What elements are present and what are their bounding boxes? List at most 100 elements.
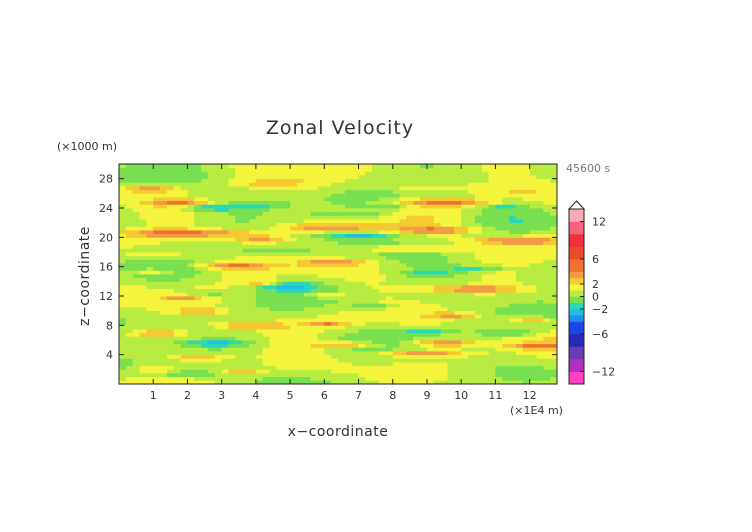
heatmap-cell (338, 164, 346, 169)
heatmap-cell (242, 208, 250, 213)
heatmap-cell (502, 182, 510, 187)
heatmap-cell (536, 274, 544, 279)
heatmap-cell (180, 292, 188, 297)
heatmap-cell (324, 285, 332, 290)
heatmap-cell (324, 211, 332, 216)
heatmap-cell (461, 380, 469, 385)
heatmap-cell (119, 358, 127, 363)
heatmap-cell (495, 263, 503, 268)
heatmap-cell (139, 237, 147, 242)
y-tick-label: 4 (106, 349, 113, 362)
heatmap-cell (187, 351, 195, 356)
heatmap-cell (522, 244, 531, 249)
heatmap-cell (228, 263, 236, 268)
heatmap-cell (153, 310, 161, 315)
heatmap-cell (474, 285, 483, 290)
heatmap-cell (221, 292, 229, 297)
heatmap-cell (372, 321, 380, 326)
heatmap-cell (461, 310, 469, 315)
heatmap-cell (221, 200, 229, 205)
heatmap-cell (502, 178, 510, 183)
heatmap-cell (385, 354, 394, 359)
heatmap-cell (290, 321, 298, 326)
heatmap-cell (290, 237, 298, 242)
heatmap-cell (426, 299, 435, 304)
heatmap-cell (194, 369, 202, 374)
heatmap-cell (406, 252, 414, 257)
heatmap-cell (426, 248, 435, 253)
heatmap-cell (502, 208, 510, 213)
heatmap-cell (125, 340, 134, 345)
heatmap-cell (502, 171, 510, 176)
heatmap-cell (379, 274, 387, 279)
heatmap-cell (132, 321, 140, 326)
heatmap-cell (365, 373, 373, 378)
heatmap-cell (283, 222, 291, 227)
heatmap-cell (262, 226, 270, 231)
heatmap-cell (543, 314, 551, 319)
heatmap-cell (536, 193, 544, 198)
heatmap-cell (488, 307, 496, 312)
heatmap-cell (550, 362, 558, 367)
heatmap-cell (536, 189, 544, 194)
heatmap-cell (324, 226, 332, 231)
heatmap-cell (166, 186, 175, 191)
heatmap-cell (502, 307, 510, 312)
heatmap-cell (358, 274, 366, 279)
heatmap-cell (392, 186, 400, 191)
heatmap-cell (166, 215, 175, 220)
heatmap-cell (385, 222, 394, 227)
heatmap-cell (166, 292, 175, 297)
heatmap-cell (338, 193, 346, 198)
heatmap-cell (242, 263, 250, 268)
heatmap-cell (509, 167, 517, 172)
heatmap-cell (207, 321, 216, 326)
heatmap-cell (365, 211, 373, 216)
heatmap-cell (166, 310, 175, 315)
heatmap-cell (426, 376, 435, 381)
heatmap-cell (255, 296, 264, 301)
heatmap-cell (550, 175, 558, 180)
heatmap-cell (221, 189, 229, 194)
heatmap-cell (372, 288, 380, 293)
heatmap-cell (468, 248, 476, 253)
heatmap-cell (433, 222, 442, 227)
heatmap-cell (180, 307, 188, 312)
heatmap-cell (413, 244, 421, 249)
heatmap-cell (392, 215, 400, 220)
heatmap-cell (426, 204, 435, 209)
heatmap-cell (262, 164, 270, 169)
heatmap-cell (324, 343, 332, 348)
heatmap-cell (550, 285, 558, 290)
heatmap-cell (365, 252, 373, 257)
heatmap-cell (385, 362, 394, 367)
heatmap-cell (358, 164, 366, 169)
heatmap-cell (235, 347, 243, 352)
heatmap-cell (276, 244, 284, 249)
heatmap-cell (139, 369, 147, 374)
heatmap-cell (515, 211, 524, 216)
heatmap-cell (338, 292, 346, 297)
heatmap-cell (255, 314, 264, 319)
heatmap-cell (249, 167, 257, 172)
heatmap-cell (406, 248, 414, 253)
heatmap-cell (447, 296, 455, 301)
heatmap-cell (139, 373, 147, 378)
heatmap-cell (468, 365, 476, 370)
heatmap-cell (406, 237, 414, 242)
heatmap-cell (440, 325, 448, 330)
heatmap-cell (433, 321, 442, 326)
heatmap-cell (139, 215, 147, 220)
colorbar-swatch (569, 234, 584, 247)
heatmap-cell (536, 354, 544, 359)
heatmap-cell (536, 299, 544, 304)
heatmap-cell (509, 175, 517, 180)
heatmap-cell (344, 204, 353, 209)
heatmap-cell (235, 336, 243, 341)
heatmap-cell (468, 226, 476, 231)
heatmap-cell (488, 211, 496, 216)
heatmap-cell (296, 325, 305, 330)
heatmap-cell (228, 244, 236, 249)
heatmap-cell (310, 274, 318, 279)
heatmap-cell (385, 167, 394, 172)
